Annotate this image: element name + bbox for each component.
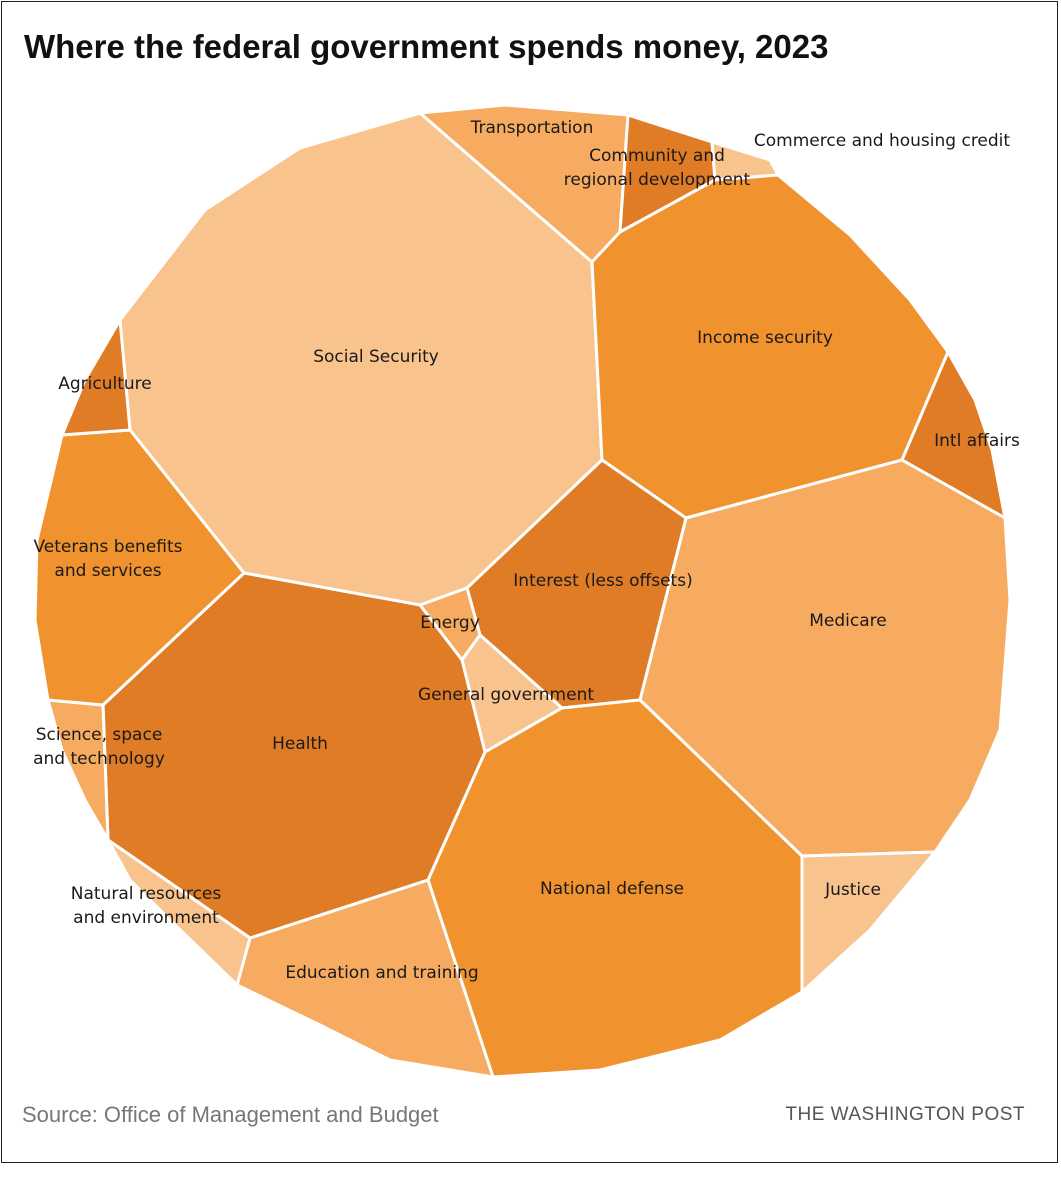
cell-national-defense	[426, 698, 804, 1079]
label-health: Health	[272, 734, 328, 754]
label-natural-resources: Natural resources and environment	[71, 884, 222, 928]
label-veterans: Veterans benefits and services	[33, 537, 182, 581]
label-income-security: Income security	[697, 328, 833, 348]
label-agriculture: Agriculture	[58, 374, 152, 394]
label-commerce: Commerce and housing credit	[754, 131, 1010, 151]
label-national-defense: National defense	[540, 879, 684, 899]
label-community: Community and regional development	[564, 146, 751, 190]
chart-title: Where the federal government spends mone…	[24, 28, 829, 65]
label-intl-affairs: Intl affairs	[934, 431, 1020, 451]
publisher-credit: THE WASHINGTON POST	[785, 1104, 1025, 1125]
cell-justice	[800, 850, 937, 994]
label-social-security: Social Security	[313, 347, 439, 367]
label-interest: Interest (less offsets)	[513, 571, 692, 591]
label-energy: Energy	[420, 613, 480, 633]
label-science: Science, space and technology	[33, 725, 165, 769]
label-education: Education and training	[285, 963, 478, 983]
cell-agriculture	[60, 318, 132, 437]
label-transportation: Transportation	[470, 118, 594, 138]
cell-natural-resources	[106, 838, 252, 987]
cell-veterans	[33, 428, 246, 707]
source-note: Source: Office of Management and Budget	[22, 1102, 439, 1127]
label-justice: Justice	[824, 880, 881, 900]
label-general-government: General government	[418, 685, 594, 705]
label-medicare: Medicare	[809, 611, 886, 631]
cell-science	[46, 698, 110, 842]
cell-intl-affairs	[900, 350, 1007, 520]
